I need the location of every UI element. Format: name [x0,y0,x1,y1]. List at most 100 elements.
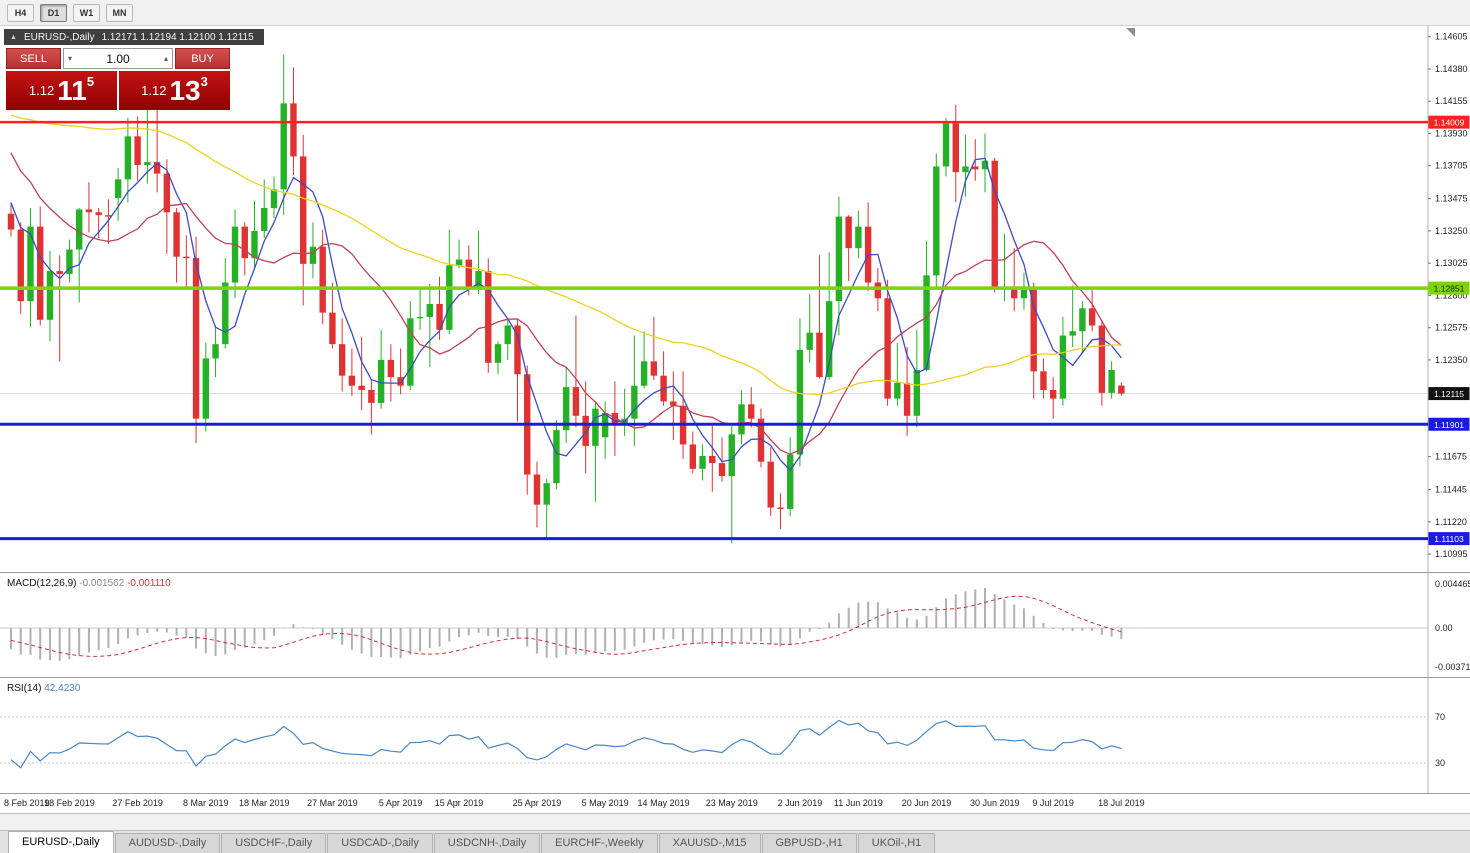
sell-button[interactable]: SELL [6,48,61,69]
candle [212,325,219,378]
chart-tab-usdcnh-daily[interactable]: USDCNH-,Daily [433,833,541,853]
macd-axis-label: 0.004465 [1435,579,1470,589]
macd-axis-label: 0.00 [1435,623,1453,633]
candle [231,209,239,299]
buy-button[interactable]: BUY [175,48,230,69]
buy-price-tile[interactable]: 1.12 13 3 [119,71,230,110]
candle [796,318,804,466]
candle [1098,319,1106,406]
time-axis-label: 27 Mar 2019 [307,798,358,808]
chart-shift-icon[interactable] [1126,28,1135,37]
price-axis-tick: 1.14605 [1435,32,1468,42]
candle [748,387,755,428]
buy-price-pips: 13 [169,74,201,106]
chart-tab-xauusd-m15[interactable]: XAUUSD-,M15 [658,833,761,853]
candle [1011,248,1018,312]
candle [192,236,200,444]
candle [368,379,375,435]
price-axis-tick: 1.12350 [1435,355,1468,365]
rsi-line [10,719,1122,769]
volume-up-icon[interactable]: ▴ [163,54,168,63]
buy-price-point: 3 [200,74,208,89]
time-axis-label: 9 Jul 2019 [1032,798,1074,808]
sell-price-point: 5 [86,74,95,89]
candle [416,286,424,330]
candle [825,252,833,380]
candle [387,344,395,402]
candle [903,347,911,436]
candle [777,493,784,530]
candle [699,444,706,481]
candle [309,222,317,279]
candle [1069,285,1076,348]
chart-tab-audusd-daily[interactable]: AUDUSD-,Daily [114,833,221,853]
chart-tab-eurchf-weekly[interactable]: EURCHF-,Weekly [541,833,658,853]
time-axis-label: 8 Mar 2019 [183,798,229,808]
volume-input[interactable]: ▾ 1.00 ▴ [63,48,173,69]
rsi-canvas[interactable]: 70 30 RSI(14) 42.4230 [0,678,1470,793]
macd-canvas[interactable]: MACD(12,26,9) -0.001562 -0.001110 0.00446… [0,573,1470,677]
volume-down-icon[interactable]: ▾ [68,54,73,63]
candle [183,235,190,289]
price-tag [1428,387,1470,401]
candle [952,104,959,203]
candle [553,420,560,489]
timeframe-button-w1[interactable]: W1 [73,3,100,22]
candle [1049,377,1057,419]
candle [1108,361,1115,399]
timeframe-button-d1[interactable]: D1 [40,3,67,22]
candle [855,210,862,259]
candle [816,255,823,379]
candle [348,348,356,396]
chart-tab-gbpusd-h1[interactable]: GBPUSD-,H1 [761,833,857,853]
timeframe-button-mn[interactable]: MN [106,3,133,22]
price-axis-tick: 1.13930 [1435,128,1468,138]
price-tag [1428,417,1470,431]
candle [718,437,726,482]
candle [1030,282,1037,399]
candle [397,348,404,395]
candle [757,408,765,468]
candle [7,202,15,237]
rsi-label: RSI(14) 42.4230 [7,683,81,694]
price-chart-canvas[interactable]: 1.14605 1.14380 1.14155 1.13930 1.13705 1.134… [0,26,1470,572]
time-axis-label: 30 Jun 2019 [969,798,1020,808]
chart-tab-usdcad-daily[interactable]: USDCAD-,Daily [327,833,433,853]
time-axis[interactable]: 8 Feb 2019 18 Feb 2019 27 Feb 2019 8 Mar 20… [0,793,1470,813]
candle [241,222,248,276]
candle [37,206,44,326]
price-axis-tick: 1.13025 [1435,258,1468,268]
candle [485,258,492,373]
chart-tab-ukoil-h1[interactable]: UKOil-,H1 [857,833,936,853]
sell-price-tile[interactable]: 1.12 11 5 [6,71,117,110]
macd-indicator-panel: MACD(12,26,9) -0.001562 -0.001110 0.00446… [0,572,1470,677]
candle [261,179,268,239]
moving-average-50 [10,114,1122,396]
candle [835,196,843,336]
candle [650,316,658,380]
candle [504,319,511,360]
svg-text:1.14009: 1.14009 [1434,118,1465,128]
candle [270,176,278,219]
candle [660,351,667,406]
candle [173,208,180,283]
volume-value[interactable]: 1.00 [106,51,130,66]
candle [864,202,872,292]
candle [494,341,502,375]
chart-tab-usdchf-daily[interactable]: USDCHF-,Daily [221,833,327,853]
rsi-axis-label: 70 [1435,712,1445,722]
chart-tab-eurusd-daily[interactable]: EURUSD-,Daily [8,831,114,853]
candle [884,279,891,406]
price-axis-tick: 1.14380 [1435,64,1468,74]
price-axis-tick: 1.13250 [1435,226,1468,236]
time-axis-label: 15 Apr 2019 [434,798,484,808]
candle [407,301,414,390]
timeframe-toolbar: H4 D1 W1 MN [0,0,1470,26]
candle [1020,272,1028,310]
moving-average-13 [10,152,1122,455]
timeframe-button-h4[interactable]: H4 [7,3,34,22]
macd-label: MACD(12,26,9) -0.001562 -0.001110 [7,578,171,589]
candle [17,222,24,315]
macd-signal-line [10,595,1122,657]
